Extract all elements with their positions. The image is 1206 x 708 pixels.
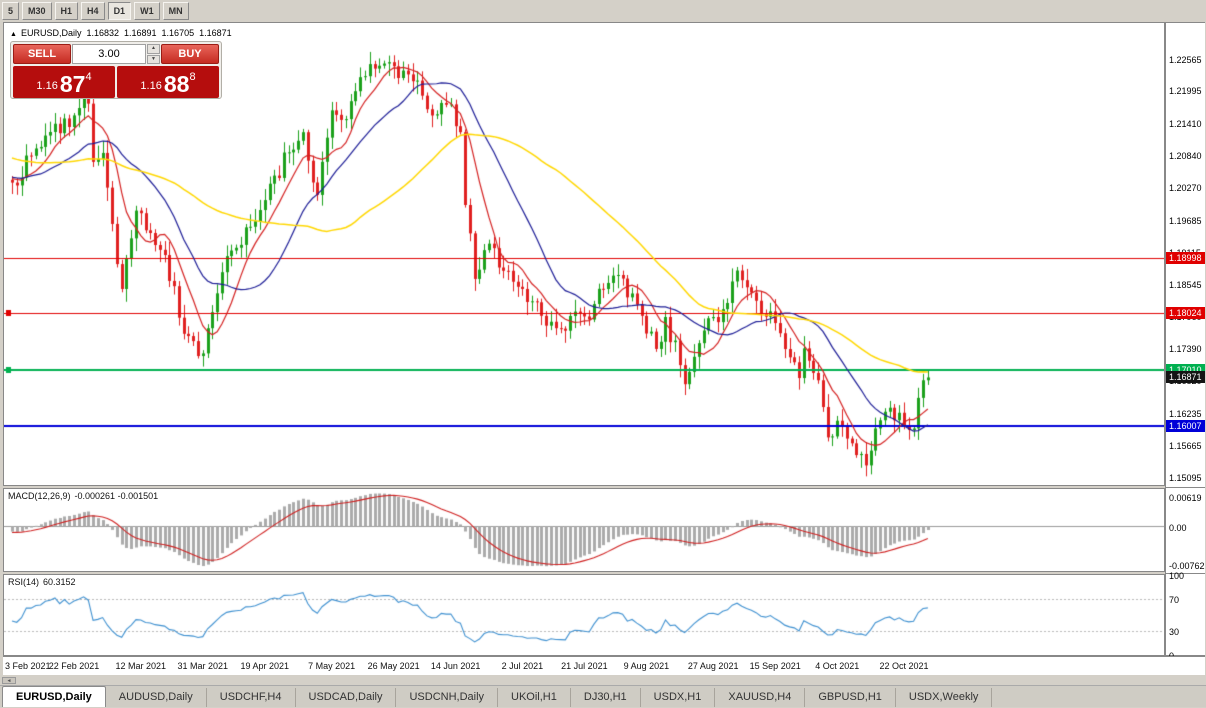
date-axis-label: 4 Oct 2021 xyxy=(815,661,860,671)
rsi-axis-label: 100 xyxy=(1169,571,1185,581)
price-axis-label: 1.19685 xyxy=(1169,215,1202,226)
macd-indicator-label: MACD(12,26,9) -0.000261 -0.001501 xyxy=(8,491,162,501)
date-axis-label: 14 Jun 2021 xyxy=(430,661,481,671)
chart-tab-xauusd-h4[interactable]: XAUUSD,H4 xyxy=(715,688,806,707)
rsi-axis-label: 30 xyxy=(1169,627,1180,637)
price-axis-label: 1.22565 xyxy=(1169,54,1202,65)
rsi-name: RSI(14) xyxy=(8,577,40,587)
chart-tab-usdx-h1[interactable]: USDX,H1 xyxy=(640,688,716,707)
volume-decrease-button[interactable]: ▼ xyxy=(147,54,160,64)
price-axis-label: 1.15095 xyxy=(1169,472,1202,483)
chart-symbol-label: EURUSD,Daily xyxy=(20,28,82,38)
volume-spinner: ▲ ▼ xyxy=(147,44,160,64)
price-level-tag: 1.16007 xyxy=(1166,419,1205,432)
timeframe-button-h1[interactable]: H1 xyxy=(54,2,79,20)
axis-separator xyxy=(1166,573,1205,574)
time-axis: 3 Feb 2021 22 Feb 2021 12 Mar 2021 31 Mar 2… xyxy=(3,656,1205,675)
chart-tab-usdcnh-daily[interactable]: USDCNH,Daily xyxy=(396,688,499,707)
chart-tab-ukoil-h1[interactable]: UKOil,H1 xyxy=(498,688,571,707)
chart-tab-eurusd-daily[interactable]: EURUSD,Daily xyxy=(2,686,106,707)
macd-axis-label: 0.00 xyxy=(1169,523,1187,534)
date-axis-label: 7 May 2021 xyxy=(308,661,356,671)
price-chart-canvas[interactable] xyxy=(4,23,1164,485)
one-click-trading-panel: SELL ▲ ▼ BUY 1.16 87 4 1.16 88 8 xyxy=(10,41,222,99)
date-axis-label: 31 Mar 2021 xyxy=(177,661,229,671)
buy-button[interactable]: BUY xyxy=(161,44,219,64)
price-axis: 1.22565 1.21995 1.21410 1.20840 1.20270 1.196… xyxy=(1165,22,1205,661)
collapse-trade-panel-icon[interactable]: ▲ xyxy=(10,31,17,38)
volume-input[interactable] xyxy=(72,44,146,64)
price-axis-label: 1.20840 xyxy=(1169,151,1202,162)
macd-name: MACD(12,26,9) xyxy=(8,491,71,501)
timeframe-button-mn[interactable]: MN xyxy=(162,2,189,20)
date-axis-label: 22 Oct 2021 xyxy=(879,661,929,671)
chart-header: ▲ EURUSD,Daily 1.16832 1.16891 1.16705 1.1687… xyxy=(10,28,232,38)
date-axis-label: 9 Aug 2021 xyxy=(623,661,670,671)
price-axis-label: 1.18545 xyxy=(1169,279,1202,290)
buy-price-prefix: 1.16 xyxy=(140,80,162,92)
timeframe-button-h4[interactable]: H4 xyxy=(81,2,105,20)
chart-tab-gbpusd-h1[interactable]: GBPUSD,H1 xyxy=(805,688,896,707)
sell-button[interactable]: SELL xyxy=(13,44,71,64)
date-axis-label: 21 Jul 2021 xyxy=(561,661,608,671)
rsi-value: 60.3152 xyxy=(43,577,76,587)
macd-indicator-panel: MACD(12,26,9) -0.000261 -0.001501 xyxy=(3,488,1165,572)
chart-tab-usdchf-h4[interactable]: USDCHF,H4 xyxy=(206,688,296,707)
chart-scroll-strip: ◄ xyxy=(0,676,1206,685)
chart-tab-audusd-daily[interactable]: AUDUSD,Daily xyxy=(105,688,207,707)
rsi-indicator-panel: RSI(14) 60.3152 xyxy=(3,574,1165,656)
price-axis-label: 1.16235 xyxy=(1169,409,1202,420)
trade-controls-row: SELL ▲ ▼ BUY xyxy=(13,44,219,64)
timeframe-button-5[interactable]: 5 xyxy=(2,2,20,20)
date-axis-label: 26 May 2021 xyxy=(367,661,420,671)
ohlc-high: 1.16891 xyxy=(124,28,157,38)
sell-price-prefix: 1.16 xyxy=(36,80,58,92)
sell-price-big-digits: 87 xyxy=(59,71,86,97)
chart-tab-dj30-h1[interactable]: DJ30,H1 xyxy=(570,688,641,707)
chart-tab-usdcad-daily[interactable]: USDCAD,Daily xyxy=(295,688,397,707)
ohlc-low: 1.16705 xyxy=(161,28,195,38)
rsi-canvas[interactable] xyxy=(4,575,1164,655)
date-axis-label: 27 Aug 2021 xyxy=(687,661,739,671)
scroll-left-button[interactable]: ◄ xyxy=(2,677,16,684)
chart-tab-bar: EURUSD,Daily AUDUSD,Daily USDCHF,H4 USDCAD,… xyxy=(0,685,1206,707)
timeframe-button-w1[interactable]: W1 xyxy=(134,2,160,20)
timeframe-button-m30[interactable]: M30 xyxy=(22,2,52,20)
axis-separator xyxy=(1166,487,1205,488)
price-axis-label: 1.15665 xyxy=(1169,440,1202,451)
main-chart-panel: ▲ EURUSD,Daily 1.16832 1.16891 1.16705 1.1687… xyxy=(3,22,1165,486)
timeframe-toolbar: 5 M30 H1 H4 D1 W1 MN xyxy=(0,0,1206,22)
price-axis-label: 1.20270 xyxy=(1169,183,1202,194)
current-price-tag: 1.16871 xyxy=(1166,371,1205,384)
date-axis-label: 12 Mar 2021 xyxy=(115,661,167,671)
ohlc-close: 1.16871 xyxy=(199,28,232,38)
date-axis-label: 19 Apr 2021 xyxy=(240,661,290,671)
date-axis-label: 2 Jul 2021 xyxy=(501,661,544,671)
price-axis-label: 1.17390 xyxy=(1169,344,1202,355)
date-axis-label: 3 Feb 2021 xyxy=(5,661,51,671)
timeframe-button-d1[interactable]: D1 xyxy=(107,2,132,20)
sell-price-pip-digit: 4 xyxy=(85,71,92,83)
rsi-indicator-label: RSI(14) 60.3152 xyxy=(8,577,80,587)
buy-price-big-digits: 88 xyxy=(163,71,190,97)
price-axis-label: 1.21410 xyxy=(1169,119,1202,130)
macd-canvas[interactable] xyxy=(4,489,1164,571)
price-axis-label: 1.21995 xyxy=(1169,86,1202,97)
price-level-tag: 1.18998 xyxy=(1166,252,1205,265)
sell-price-display[interactable]: 1.16 87 4 xyxy=(13,66,115,98)
rsi-axis-label: 70 xyxy=(1169,595,1180,605)
volume-increase-button[interactable]: ▲ xyxy=(147,44,160,54)
buy-price-display[interactable]: 1.16 88 8 xyxy=(117,66,219,98)
buy-price-pip-digit: 8 xyxy=(189,71,196,83)
macd-axis-label: -0.00762 xyxy=(1169,561,1205,572)
ohlc-open: 1.16832 xyxy=(86,28,119,38)
date-axis-label: 15 Sep 2021 xyxy=(749,661,801,671)
date-axis-label: 22 Feb 2021 xyxy=(48,661,100,671)
chart-tab-usdx-weekly[interactable]: USDX,Weekly xyxy=(895,688,993,707)
trade-prices-row: 1.16 87 4 1.16 88 8 xyxy=(13,66,219,98)
macd-axis-label: 0.00619 xyxy=(1169,492,1202,503)
macd-values: -0.000261 -0.001501 xyxy=(74,491,159,501)
price-level-tag: 1.18024 xyxy=(1166,306,1205,319)
